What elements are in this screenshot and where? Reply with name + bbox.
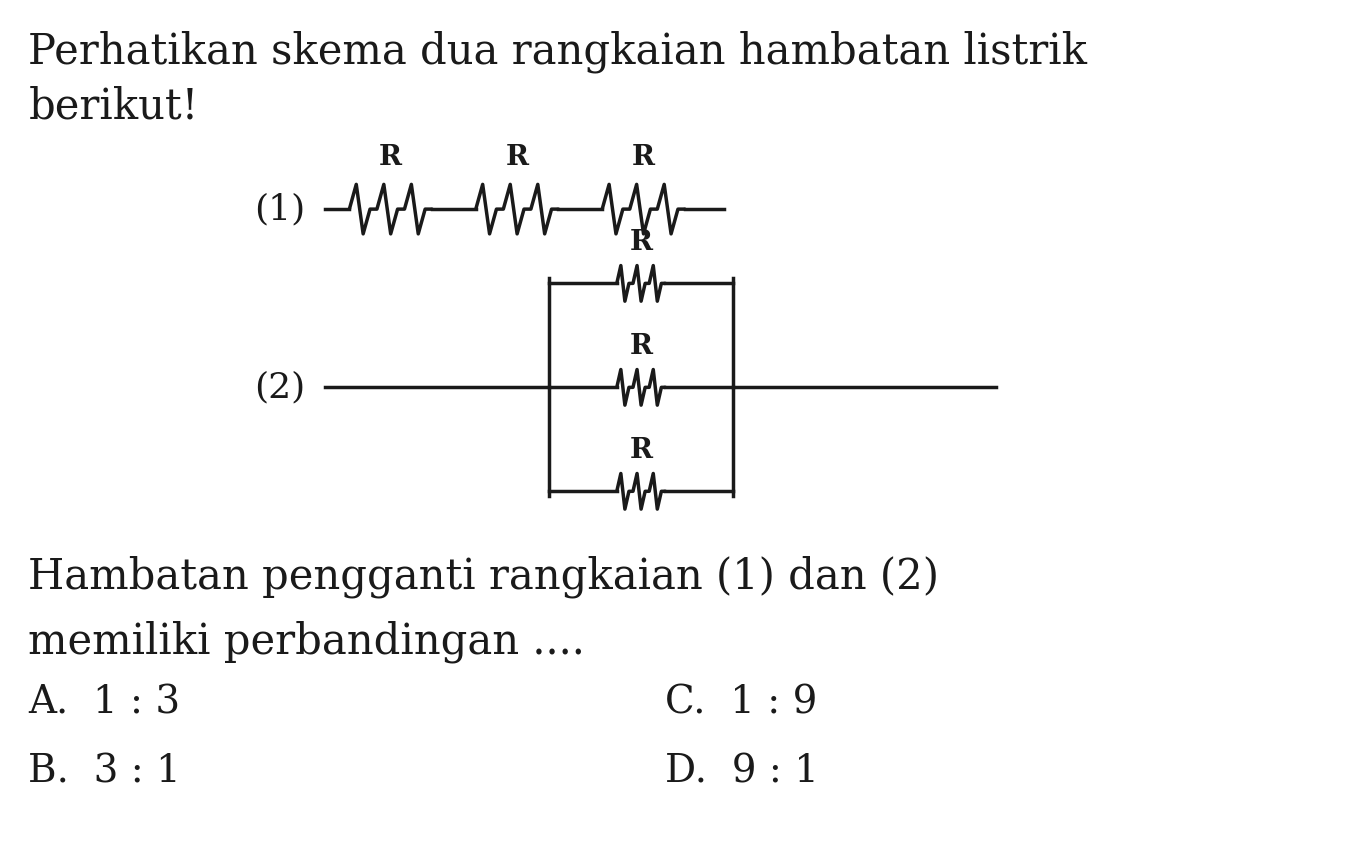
Text: berikut!: berikut!: [28, 85, 199, 127]
Text: memiliki perbandingan ....: memiliki perbandingan ....: [28, 620, 585, 663]
Text: A.  1 : 3: A. 1 : 3: [28, 685, 180, 722]
Text: R: R: [379, 145, 402, 172]
Text: D.  9 : 1: D. 9 : 1: [665, 754, 819, 791]
Text: Perhatikan skema dua rangkaian hambatan listrik: Perhatikan skema dua rangkaian hambatan …: [28, 31, 1087, 73]
Text: (1): (1): [255, 192, 306, 226]
Text: (2): (2): [255, 370, 306, 404]
Text: B.  3 : 1: B. 3 : 1: [28, 754, 181, 791]
Text: R: R: [630, 333, 653, 360]
Text: Hambatan pengganti rangkaian (1) dan (2): Hambatan pengganti rangkaian (1) dan (2): [28, 556, 940, 598]
Text: R: R: [630, 436, 653, 464]
Text: C.  1 : 9: C. 1 : 9: [665, 685, 818, 722]
Text: R: R: [630, 229, 653, 256]
Text: R: R: [505, 145, 528, 172]
Text: R: R: [632, 145, 655, 172]
